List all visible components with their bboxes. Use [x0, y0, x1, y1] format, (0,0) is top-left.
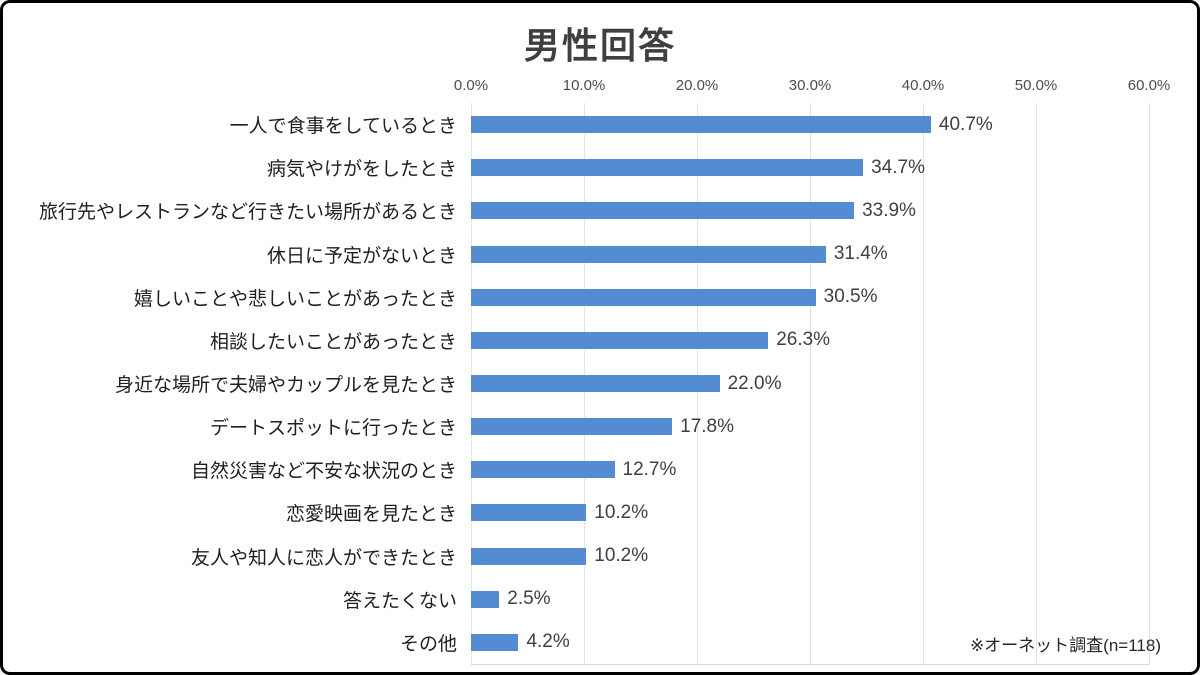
value-label: 17.8% — [680, 415, 734, 437]
category-label: 旅行先やレストランなど行きたい場所があるとき — [38, 202, 457, 224]
bar — [471, 547, 587, 565]
category-label: 恋愛映画を見たとき — [285, 504, 457, 526]
value-label: 22.0% — [727, 372, 782, 394]
bar-row: 友人や知人に恋人ができたとき 10.2% — [3, 535, 1197, 578]
bar — [471, 288, 816, 306]
bar — [471, 461, 615, 479]
value-label: 10.2% — [594, 501, 649, 523]
category-label: 嬉しいことや悲しいことがあったとき — [133, 288, 457, 310]
axis-tick-label: 40.0% — [901, 77, 945, 94]
bar-row: 一人で食事をしているとき 40.7% — [3, 103, 1197, 146]
axis-tick-label: 30.0% — [788, 77, 832, 94]
category-label: 休日に予定がないとき — [266, 245, 457, 267]
bar-row: その他 4.2% — [3, 621, 1197, 664]
bar — [471, 245, 826, 263]
axis-tick-label: 60.0% — [1127, 77, 1171, 94]
x-axis: 0.0% 10.0% 20.0% 30.0% 40.0% 50.0% 60.0% — [454, 77, 1170, 97]
value-label: 31.4% — [833, 243, 888, 265]
bar-track: 22.0% — [471, 362, 1149, 405]
bar-track: 34.7% — [471, 146, 1149, 189]
category-label: 一人で食事をしているとき — [229, 116, 457, 138]
bar-track: 17.8% — [471, 405, 1149, 448]
value-label: 2.5% — [507, 588, 551, 610]
axis-tick-label: 0.0% — [453, 77, 489, 94]
bar-track: 31.4% — [471, 232, 1149, 275]
bar — [471, 590, 500, 608]
bar-track: 10.2% — [471, 491, 1149, 534]
gridline — [923, 103, 924, 664]
bar-track: 10.2% — [471, 535, 1149, 578]
bar-track: 30.5% — [471, 276, 1149, 319]
axis-tick-label: 20.0% — [675, 77, 719, 94]
bar — [471, 504, 587, 522]
bar — [471, 375, 720, 393]
bar-track: 26.3% — [471, 319, 1149, 362]
gridline — [1149, 103, 1150, 664]
bar — [471, 159, 864, 177]
category-label: 相談したいことがあったとき — [209, 331, 457, 353]
bar-track: 4.2% — [471, 621, 1149, 664]
bar-row: 恋愛映画を見たとき 10.2% — [3, 491, 1197, 534]
bar — [471, 418, 673, 436]
bar-row: 身近な場所で夫婦やカップルを見たとき 22.0% — [3, 362, 1197, 405]
bar-track: 12.7% — [471, 448, 1149, 491]
value-label: 30.5% — [823, 286, 878, 308]
category-label: 身近な場所で夫婦やカップルを見たとき — [114, 375, 457, 397]
category-label: デートスポットに行ったとき — [209, 418, 457, 440]
source-note: ※オーネット調査(n=118) — [969, 636, 1161, 655]
category-label: 答えたくない — [342, 590, 457, 612]
gridline — [1036, 103, 1037, 664]
value-label: 26.3% — [776, 329, 831, 351]
bar-rows: 一人で食事をしているとき 40.7% 病気やけがをしたとき 34.7% 旅行先やレストラ… — [3, 103, 1197, 664]
value-label: 33.9% — [862, 199, 916, 221]
bar-row: 旅行先やレストランなど行きたい場所があるとき 33.9% — [3, 189, 1197, 232]
bar-row: 自然災害など不安な状況のとき 12.7% — [3, 448, 1197, 491]
value-label: 34.7% — [871, 156, 925, 178]
bar — [471, 116, 931, 134]
bar-row: デートスポットに行ったとき 17.8% — [3, 405, 1197, 448]
axis-tick-label: 10.0% — [562, 77, 606, 94]
bar — [471, 331, 769, 349]
gridline — [810, 103, 811, 664]
bar — [471, 202, 855, 220]
category-label: 自然災害など不安な状況のとき — [190, 461, 457, 483]
bar-track: 40.7% — [471, 103, 1149, 146]
value-label: 4.2% — [526, 631, 570, 653]
bar-row: 休日に予定がないとき 31.4% — [3, 232, 1197, 275]
bar-row: 病気やけがをしたとき 34.7% — [3, 146, 1197, 189]
bar-track: 33.9% — [471, 189, 1149, 232]
category-label: 病気やけがをしたとき — [266, 159, 457, 181]
axis-tick-label: 50.0% — [1014, 77, 1058, 94]
bar-row: 答えたくない 2.5% — [3, 578, 1197, 621]
bar-track: 2.5% — [471, 578, 1149, 621]
value-label: 12.7% — [622, 458, 677, 480]
category-label: 友人や知人に恋人ができたとき — [190, 547, 457, 569]
value-label: 10.2% — [594, 545, 649, 567]
bar-row: 嬉しいことや悲しいことがあったとき 30.5% — [3, 276, 1197, 319]
bar-row: 相談したいことがあったとき 26.3% — [3, 319, 1197, 362]
chart-title: 男性回答 — [523, 25, 676, 66]
value-label: 40.7% — [938, 113, 993, 135]
category-label: その他 — [399, 633, 457, 655]
bar — [471, 633, 519, 651]
